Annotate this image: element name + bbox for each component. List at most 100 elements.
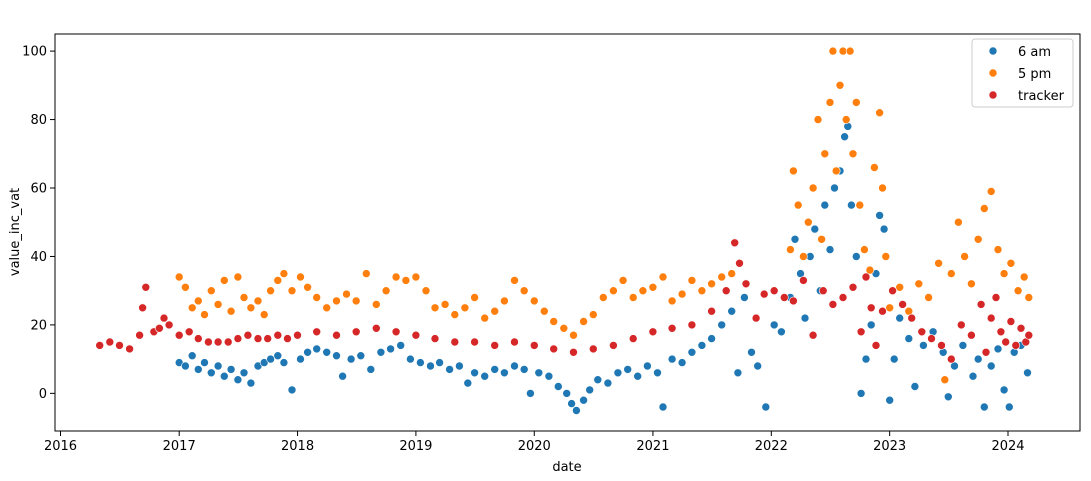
data-point — [519, 365, 529, 374]
data-point — [841, 115, 851, 124]
data-point — [239, 293, 249, 302]
data-point — [658, 402, 668, 412]
data-point — [391, 272, 401, 282]
data-point — [733, 368, 743, 378]
data-point — [993, 344, 1003, 354]
data-point — [885, 303, 895, 313]
y-tick-label: 60 — [30, 182, 47, 197]
data-point — [875, 108, 884, 117]
x-axis-title: date — [552, 460, 581, 475]
data-point — [1024, 330, 1034, 340]
plot-frame — [54, 33, 1081, 432]
data-point — [727, 269, 737, 278]
data-point — [993, 245, 1003, 254]
data-point — [1016, 323, 1026, 333]
data-point — [95, 341, 104, 350]
data-point — [825, 245, 835, 254]
y-axis-title: value_inc_vat — [8, 188, 23, 276]
data-point — [293, 330, 302, 340]
data-point — [777, 327, 786, 337]
data-point — [687, 320, 697, 330]
data-point — [174, 272, 184, 282]
data-point — [194, 296, 203, 306]
data-point — [220, 276, 229, 285]
data-point — [155, 323, 164, 333]
data-point — [803, 217, 813, 227]
data-point — [789, 296, 798, 306]
data-point — [233, 375, 243, 385]
data-point — [658, 272, 668, 282]
data-point — [366, 365, 376, 374]
data-point — [991, 293, 1001, 302]
data-point — [480, 371, 490, 381]
data-point — [450, 310, 460, 319]
data-point — [1019, 272, 1029, 282]
data-point — [769, 286, 779, 296]
data-point — [986, 361, 996, 371]
data-point — [914, 279, 924, 289]
data-point — [259, 310, 269, 319]
data-point — [351, 327, 361, 337]
data-point — [226, 306, 236, 316]
data-point — [187, 351, 197, 361]
data-point — [273, 351, 283, 361]
data-point — [937, 341, 946, 350]
data-point — [207, 286, 216, 296]
series-0 — [174, 122, 1032, 415]
data-point — [910, 382, 920, 391]
x-tick-label: 2024 — [991, 439, 1024, 454]
data-point — [141, 282, 151, 292]
data-point — [526, 389, 535, 398]
data-point — [818, 286, 828, 296]
data-point — [866, 320, 876, 330]
data-point — [187, 303, 197, 313]
data-point — [761, 402, 771, 412]
data-point — [435, 358, 444, 367]
legend-marker-5pm — [988, 68, 998, 78]
data-point — [638, 286, 648, 296]
data-point — [1004, 402, 1014, 412]
series-1 — [174, 46, 1034, 385]
data-point — [861, 272, 871, 282]
data-point — [138, 303, 147, 313]
data-point — [958, 341, 968, 350]
data-point — [643, 361, 652, 371]
data-point — [648, 282, 658, 292]
data-point — [888, 286, 897, 296]
data-point — [820, 149, 830, 159]
data-point — [934, 258, 943, 268]
data-point — [830, 183, 839, 193]
data-point — [430, 303, 440, 313]
data-point — [881, 252, 891, 261]
data-point — [861, 354, 871, 364]
data-point — [500, 368, 509, 378]
data-point — [204, 337, 213, 347]
data-point — [1013, 286, 1023, 296]
data-point — [279, 358, 289, 367]
data-point — [845, 46, 855, 56]
data-point — [866, 303, 876, 313]
x-tick-label: 2016 — [44, 439, 77, 454]
data-point — [879, 224, 889, 234]
data-point — [973, 235, 983, 244]
data-point — [759, 289, 769, 299]
data-point — [296, 272, 305, 282]
data-point — [194, 334, 203, 343]
data-point — [361, 269, 371, 278]
data-point — [697, 341, 707, 350]
data-point — [860, 245, 869, 254]
data-point — [967, 330, 976, 340]
data-point — [790, 235, 800, 244]
data-point — [609, 286, 618, 296]
data-point — [875, 211, 884, 220]
data-point — [174, 330, 184, 340]
data-point — [717, 320, 727, 330]
data-point — [721, 286, 731, 296]
data-point — [579, 395, 588, 405]
data-point — [135, 330, 144, 340]
legend: 6 am 5 pm tracker — [971, 38, 1074, 108]
data-point — [623, 365, 633, 374]
data-point — [386, 344, 395, 354]
data-point — [628, 334, 638, 343]
